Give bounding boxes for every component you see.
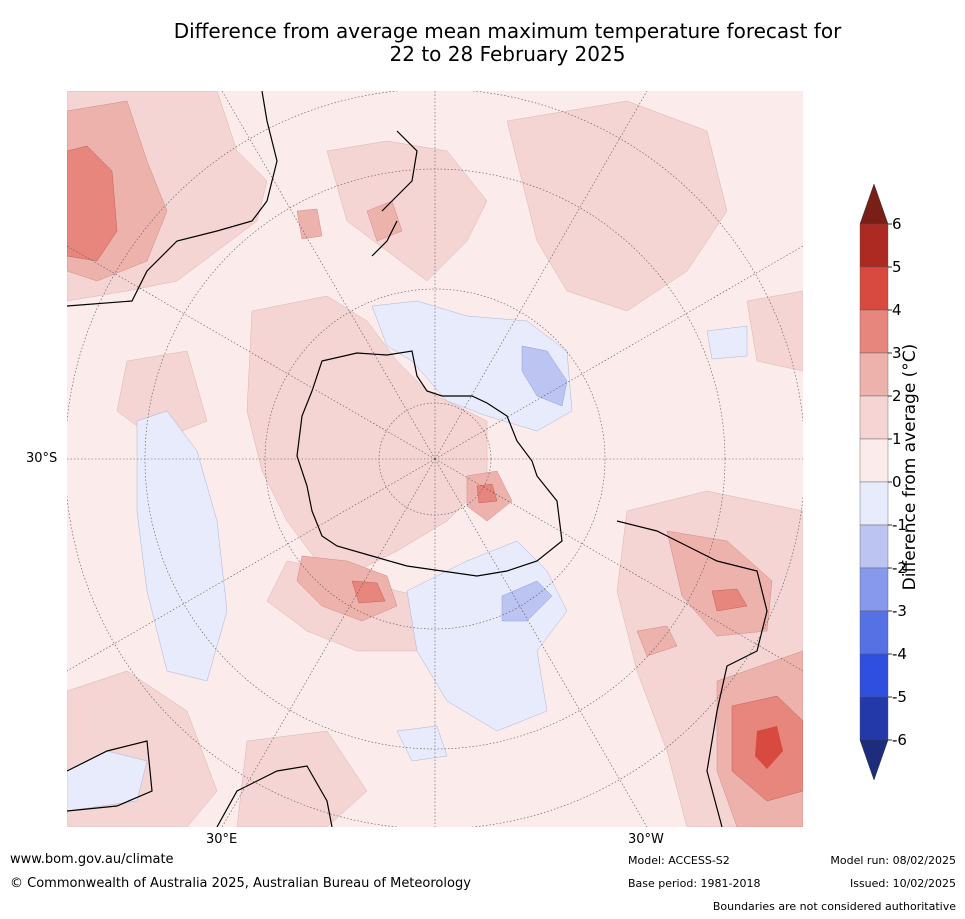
colorbar-tick-label: 1 <box>892 430 902 448</box>
lon-line-g <box>221 458 436 827</box>
colorbar-title: Difference from average (°C) <box>900 343 920 591</box>
colorbar-band--6_-5 <box>859 696 889 741</box>
lon-line-a <box>221 91 436 460</box>
colorbar-svg: -6 -5 -4 -3 -2 -1 0 1 2 3 4 5 6 <box>859 183 907 781</box>
colorbar-band-3_4 <box>859 309 889 354</box>
colorbar-tick-label: 6 <box>892 215 902 233</box>
footer-model-run: Model run: 08/02/2025 <box>830 854 956 867</box>
title-line-1: Difference from average mean maximum tem… <box>173 19 842 43</box>
footer-copyright: © Commonwealth of Australia 2025, Austra… <box>10 876 471 891</box>
colorbar-tick-label: -5 <box>892 688 907 706</box>
lon-line-f <box>434 458 803 672</box>
colorbar-band--2_-1 <box>859 524 889 569</box>
lon-line-d <box>434 245 803 460</box>
south-america-coastline <box>616 520 768 827</box>
lon-line-c <box>67 245 436 460</box>
footer-base-period: Base period: 1981-2018 <box>628 877 761 890</box>
forecast-map <box>67 91 803 827</box>
title-line-2: 22 to 28 February 2025 <box>389 42 626 66</box>
lon-line-h <box>434 458 648 827</box>
chart-title: Difference from average mean maximum tem… <box>60 20 955 66</box>
colorbar-tick-label: 2 <box>892 387 902 405</box>
anomaly-4-5-regions <box>755 726 783 769</box>
footer-url: www.bom.gov.au/climate <box>10 852 174 867</box>
colorbar-tick-label: -3 <box>892 602 907 620</box>
colorbar: -6 -5 -4 -3 -2 -1 0 1 2 3 4 5 6 <box>840 180 960 790</box>
australia-coastline <box>67 91 278 307</box>
anomaly-minus2-minus1-regions <box>501 345 568 622</box>
lat-circle-60 <box>264 288 606 630</box>
antarctica-coastline <box>296 350 563 577</box>
lon-line-b <box>434 91 648 460</box>
colorbar-tick-label: 4 <box>892 301 902 319</box>
lat-label-30s: 30°S <box>26 451 58 466</box>
lon-label-30e: 30°E <box>206 832 238 847</box>
colorbar-extend-low <box>859 739 889 781</box>
colorbar-tick-label: 5 <box>892 258 902 276</box>
africa-tip-coastline <box>216 765 333 827</box>
footer-model: Model: ACCESS-S2 <box>628 854 730 867</box>
colorbar-band--4_-3 <box>859 610 889 655</box>
colorbar-band-0_1 <box>859 438 889 483</box>
colorbar-band-5_6 <box>859 223 889 268</box>
colorbar-tick-label: -4 <box>892 645 907 663</box>
map-panel <box>67 91 803 827</box>
colorbar-tick-label: 3 <box>892 344 902 362</box>
coastlines <box>67 91 768 827</box>
colorbar-tick-label: -1 <box>892 516 907 534</box>
southern-africa-coastline <box>67 740 153 812</box>
anomaly-3-4-regions <box>67 145 803 802</box>
lon-label-30w: 30°W <box>628 832 664 847</box>
colorbar-band-1_2 <box>859 395 889 440</box>
footer-issued: Issued: 10/02/2025 <box>849 877 956 890</box>
colorbar-tick-label: -2 <box>892 559 907 577</box>
colorbar-band--3_-2 <box>859 567 889 612</box>
colorbar-band-2_3 <box>859 352 889 397</box>
colorbar-extend-high <box>859 183 889 225</box>
footer-disclaimer: Boundaries are not considered authoritat… <box>712 900 956 913</box>
new-zealand-coastline <box>371 130 418 257</box>
colorbar-band--1_0 <box>859 481 889 526</box>
colorbar-band--5_-4 <box>859 653 889 698</box>
colorbar-band-4_5 <box>859 266 889 311</box>
colorbar-tick-label: 0 <box>892 473 902 491</box>
lon-line-e <box>67 458 436 672</box>
colorbar-tick-label: -6 <box>892 731 907 749</box>
graticule <box>67 91 803 827</box>
